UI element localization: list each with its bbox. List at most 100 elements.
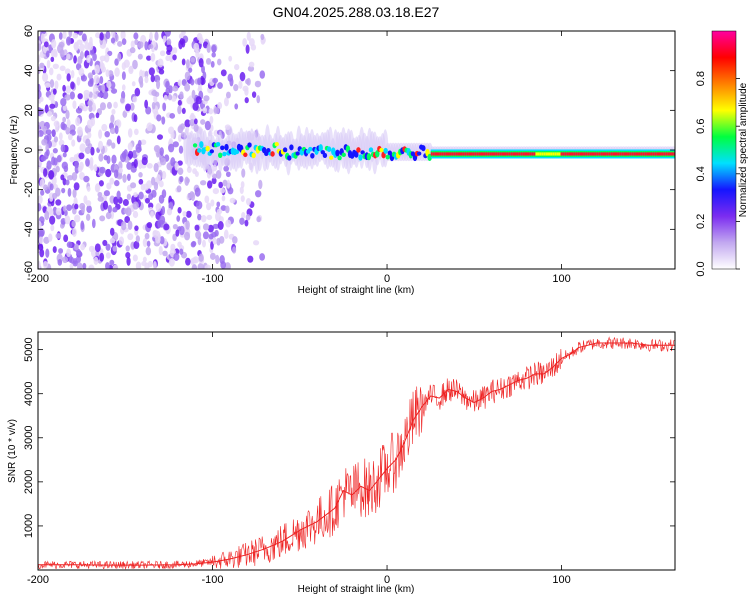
heatmap-band-core: [545, 152, 549, 156]
heatmap-noise-cell: [146, 163, 153, 169]
heatmap-noise-cell: [80, 220, 85, 231]
heatmap-noise-cell: [66, 174, 74, 181]
heatmap-noise-cell: [204, 195, 210, 204]
heatmap-noise-cell: [159, 215, 166, 225]
heatmap-noise-cell: [156, 79, 161, 90]
heatmap-noise-cell: [60, 121, 66, 130]
heatmap-noise-cell: [98, 129, 103, 139]
heatmap-noise-cell: [177, 134, 182, 142]
heatmap-noise-cell: [62, 31, 67, 40]
heatmap-band-cell: [243, 152, 248, 158]
heatmap-noise-cell: [39, 62, 45, 69]
heatmap-noise-cell: [240, 181, 245, 189]
x-tick-label: 100: [552, 273, 570, 285]
heatmap-band-core: [516, 152, 520, 156]
heatmap-noise-cell: [60, 174, 65, 181]
heatmap-band-core: [447, 152, 451, 156]
heatmap-noise-cell: [248, 61, 255, 68]
heatmap-noise-cell: [259, 70, 266, 79]
y-tick-label: 60: [23, 25, 35, 37]
heatmap-noise-cell: [49, 79, 55, 88]
heatmap-band-core: [560, 152, 564, 156]
heatmap-noise-cell: [38, 66, 41, 74]
heatmap-noise-cell: [109, 259, 115, 266]
heatmap-noise-cell: [221, 195, 226, 202]
heatmap-band-core: [585, 152, 589, 156]
heatmap-noise-cell: [146, 222, 153, 229]
heatmap-noise-cell: [105, 262, 110, 269]
snr-y-label: SNR (10 * v/v): [7, 419, 18, 483]
heatmap-noise-cell: [43, 41, 49, 48]
heatmap-noise-cell: [133, 158, 138, 169]
heatmap-noise-cell: [63, 165, 69, 173]
heatmap-noise-cell: [99, 215, 106, 222]
heatmap-noise-cell: [93, 74, 100, 85]
heatmap-band-core: [466, 152, 469, 156]
heatmap-band-core: [577, 152, 580, 156]
heatmap-band-core: [556, 152, 559, 156]
heatmap-noise-cell: [138, 75, 144, 85]
heatmap-band-core: [564, 152, 568, 156]
heatmap-noise-cell: [73, 182, 80, 191]
heatmap-noise-cell: [71, 139, 76, 147]
heatmap-noise-cell: [71, 227, 77, 238]
heatmap-band-core: [543, 152, 547, 156]
heatmap-noise-cell: [46, 111, 53, 117]
heatmap-noise-cell: [259, 253, 266, 261]
y-tick-label: 20: [23, 104, 35, 116]
heatmap-band-core: [474, 152, 478, 156]
heatmap-noise-cell: [43, 236, 50, 244]
heatmap-band-cell: [360, 150, 365, 155]
heatmap-noise-cell: [48, 94, 55, 101]
heatmap-noise-cell: [103, 190, 110, 197]
heatmap-noise-cell: [185, 59, 190, 69]
heatmap-noise-cell: [60, 97, 67, 107]
heatmap-band-core: [439, 152, 442, 156]
heatmap-noise-cell: [113, 196, 119, 205]
heatmap-y-label: Frequency (Hz): [9, 116, 20, 185]
heatmap-band-core: [608, 152, 612, 156]
heatmap-noise-cell: [39, 96, 44, 102]
heatmap-band-cell: [416, 151, 422, 156]
heatmap-noise-cell: [107, 50, 113, 57]
heatmap-noise-cell: [195, 50, 200, 59]
heatmap-noise-cell: [80, 243, 86, 251]
heatmap-noise-cell: [162, 102, 167, 112]
heatmap-noise-cell: [126, 162, 133, 170]
heatmap-noise-cell: [113, 101, 118, 109]
heatmap-noise-cell: [107, 204, 112, 214]
heatmap-noise-cell: [251, 91, 257, 98]
heatmap-band-core: [470, 152, 474, 156]
heatmap-noise-cell: [92, 93, 98, 100]
heatmap-noise-cell: [141, 156, 148, 166]
heatmap-band-core: [531, 152, 534, 156]
heatmap-noise-cell: [100, 66, 107, 73]
heatmap-noise-cell: [140, 139, 147, 146]
heatmap-noise-cell: [215, 169, 222, 179]
heatmap-noise-cell: [165, 87, 171, 95]
heatmap-noise-cell: [162, 35, 167, 43]
heatmap-noise-cell: [87, 41, 94, 51]
heatmap-noise-cell: [148, 67, 155, 76]
heatmap-noise-cell: [212, 237, 217, 245]
heatmap-noise-cell: [191, 89, 196, 99]
heatmap-noise-cell: [122, 199, 129, 207]
heatmap-noise-cell: [106, 155, 111, 164]
heatmap-noise-cell: [120, 97, 125, 104]
heatmap-band-core: [621, 152, 624, 156]
colorbar-tick-label: 0.0: [695, 261, 707, 276]
heatmap-noise-cell: [193, 42, 200, 52]
heatmap-noise-cell: [48, 170, 55, 180]
heatmap-noise-cell: [217, 82, 223, 90]
heatmap-noise-cell: [62, 116, 67, 123]
heatmap-noise-cell: [149, 32, 153, 41]
heatmap-noise-cell: [40, 33, 45, 43]
heatmap-noise-cell: [42, 184, 48, 191]
heatmap-noise-cell: [44, 104, 49, 114]
heatmap-noise-cell: [86, 119, 94, 129]
snr-plot-area: [38, 336, 675, 570]
heatmap-noise-cell: [157, 58, 164, 68]
colorbar-tick-label: 0.8: [695, 71, 707, 86]
heatmap-noise-cell: [125, 103, 131, 112]
